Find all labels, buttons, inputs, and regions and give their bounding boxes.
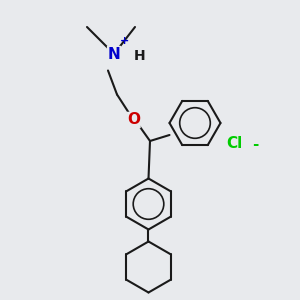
- Text: O: O: [127, 112, 140, 128]
- Text: +: +: [120, 35, 129, 46]
- Text: Cl: Cl: [226, 136, 242, 152]
- Text: -: -: [252, 136, 258, 152]
- Text: H: H: [134, 49, 145, 62]
- Text: N: N: [108, 46, 120, 62]
